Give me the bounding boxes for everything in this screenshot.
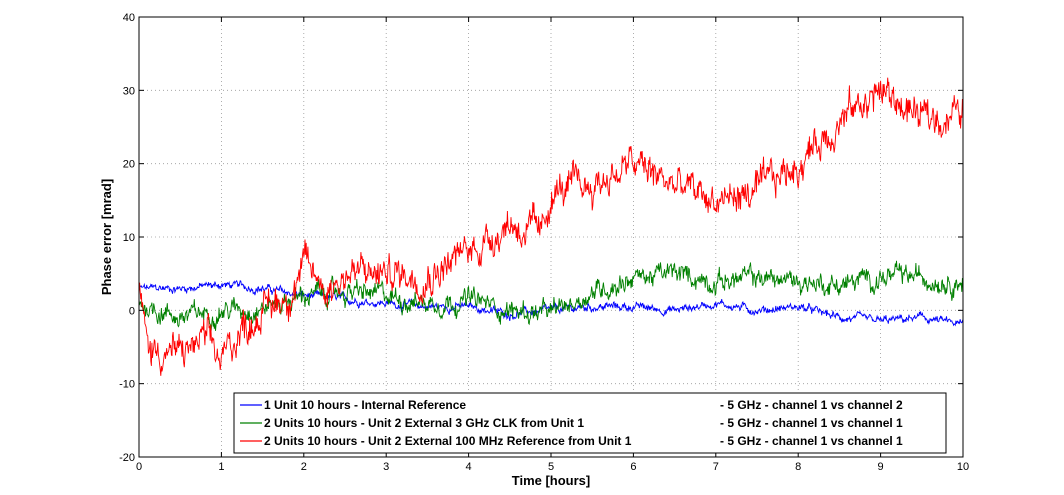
series-layer: [138, 77, 964, 376]
series-line-1: [138, 279, 964, 327]
x-axis-label: Time [hours]: [512, 473, 591, 488]
legend-suffix-3: - 5 GHz - channel 1 vs channel 1: [720, 434, 903, 448]
series-line-3: [138, 77, 964, 376]
x-tick-label: 7: [713, 461, 719, 473]
y-tick-label: -20: [119, 452, 135, 464]
x-tick-label: 3: [383, 461, 389, 473]
legend-label-2: 2 Units 10 hours - Unit 2 External 3 GHz…: [264, 416, 584, 430]
legend-label-1: 1 Unit 10 hours - Internal Reference: [264, 398, 466, 412]
legend-box: [233, 392, 947, 454]
y-tick-label: 30: [123, 85, 135, 97]
x-tick-label: 6: [630, 461, 636, 473]
legend-label-3: 2 Units 10 hours - Unit 2 External 100 M…: [264, 434, 632, 448]
y-tick-label: 40: [123, 12, 135, 24]
legend: 1 Unit 10 hours - Internal Reference - 5 …: [233, 392, 947, 454]
y-tick-label: -10: [119, 379, 135, 391]
x-tick-label: 2: [301, 461, 307, 473]
y-tick-label: 10: [123, 232, 135, 244]
x-tick-label: 10: [957, 461, 969, 473]
x-tick-label: 1: [218, 461, 224, 473]
x-tick-label: 9: [878, 461, 884, 473]
x-tick-label: 5: [548, 461, 554, 473]
x-tick-label: 4: [466, 461, 472, 473]
legend-suffix-1: - 5 GHz - channel 1 vs channel 2: [720, 398, 903, 412]
x-tick-label: 0: [136, 461, 142, 473]
x-tick-label: 8: [795, 461, 801, 473]
y-axis-label: Phase error [mrad]: [99, 179, 114, 295]
grid-layer: [139, 17, 963, 457]
legend-suffix-2: - 5 GHz - channel 1 vs channel 1: [720, 416, 903, 430]
y-tick-label: 0: [129, 305, 135, 317]
y-tick-label: 20: [123, 159, 135, 171]
